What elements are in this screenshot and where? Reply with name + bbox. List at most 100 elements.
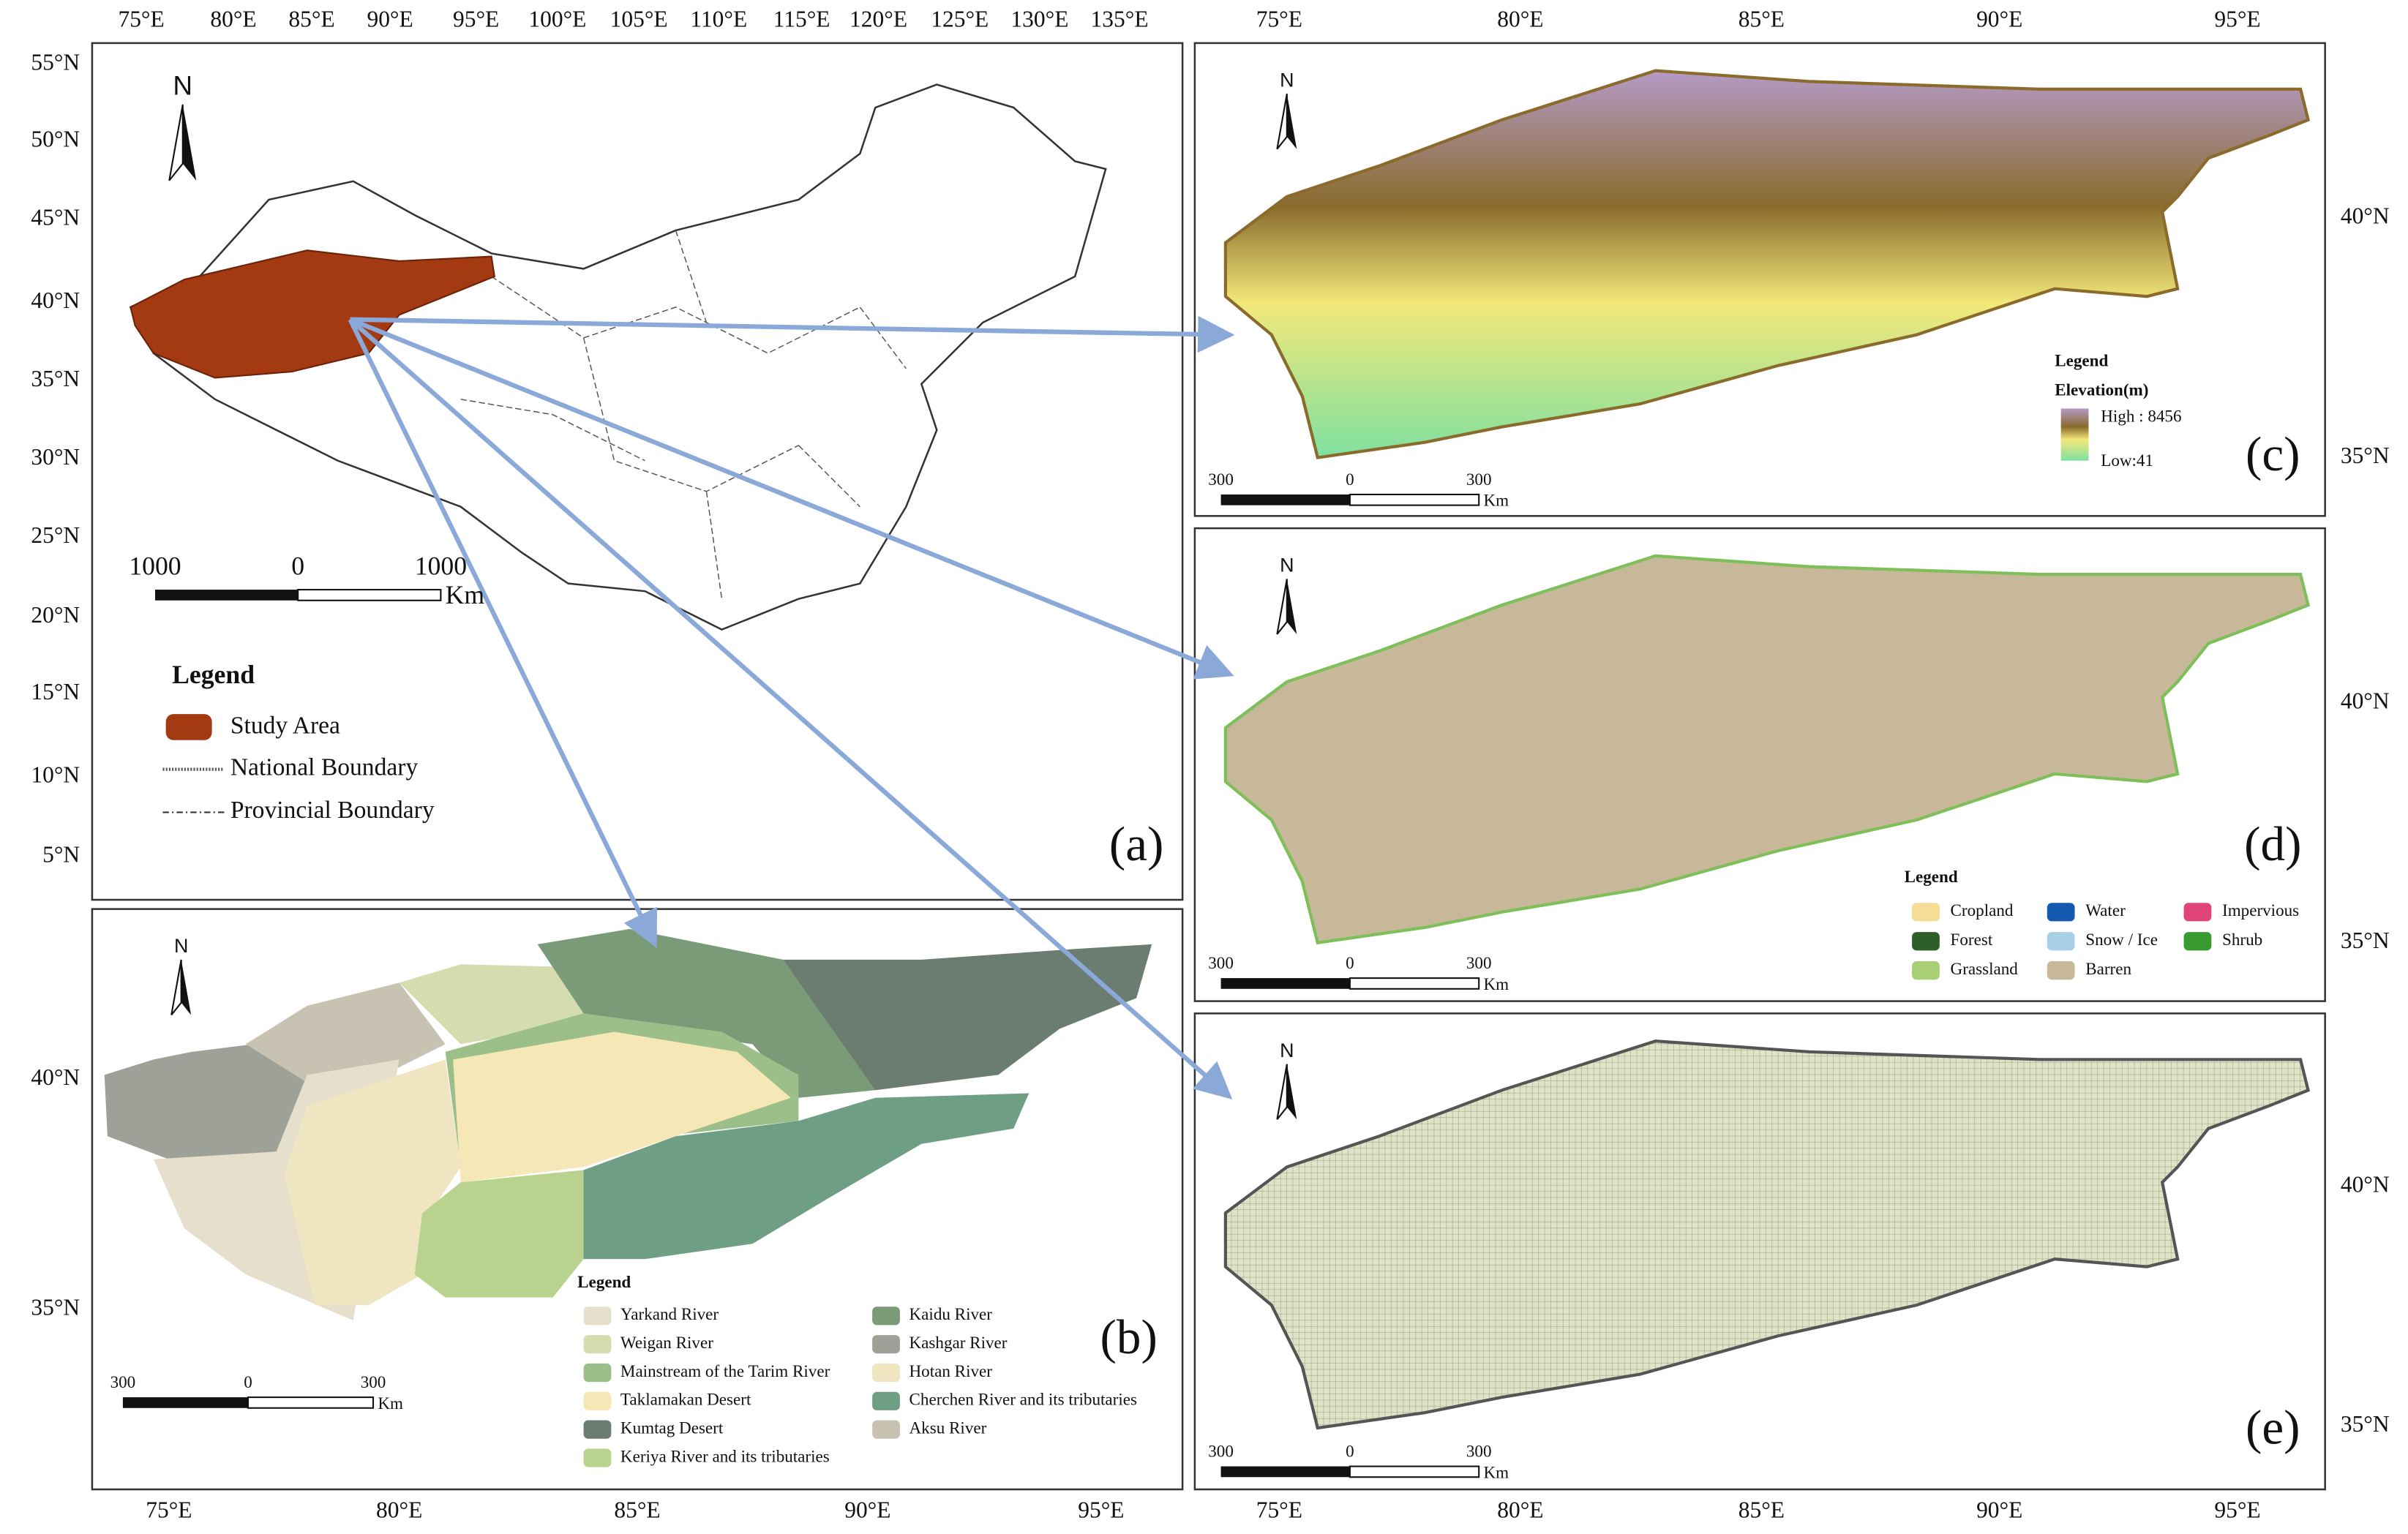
label: Cherchen River and its tributaries	[909, 1390, 1137, 1409]
north-arrow	[1276, 93, 1288, 150]
weigan-region	[399, 964, 592, 1045]
arrow	[348, 318, 658, 948]
north-arrow	[170, 959, 182, 1016]
north-arrow	[1286, 1064, 1297, 1120]
label: Yarkand River	[620, 1304, 719, 1323]
label: 20°N	[31, 602, 80, 628]
swatch	[872, 1420, 900, 1439]
label: Hotan River	[909, 1361, 993, 1380]
label: 35°N	[2341, 1411, 2390, 1437]
swatch	[583, 1306, 612, 1326]
panel-a-frame	[91, 42, 1184, 901]
label: 80°E	[376, 1497, 422, 1523]
label: Legend	[1905, 867, 1958, 886]
label: 100°E	[528, 7, 586, 32]
label: Taklamakan Desert	[620, 1390, 751, 1409]
label: 45°N	[31, 204, 80, 230]
swatch	[583, 1391, 612, 1410]
scale-bar	[154, 590, 299, 601]
label: N	[1280, 554, 1294, 576]
label: 110°E	[690, 7, 747, 32]
label: Weigan River	[620, 1333, 713, 1352]
swatch	[583, 1363, 612, 1383]
label: Km	[446, 580, 485, 609]
label: 0	[244, 1372, 252, 1391]
swatch	[872, 1335, 900, 1354]
color-ramp	[2060, 408, 2089, 461]
label: Elevation(m)	[2055, 380, 2148, 399]
scale-bar	[1349, 1465, 1480, 1478]
label: 130°E	[1010, 7, 1068, 32]
label: 75°E	[118, 7, 164, 32]
basin	[1223, 69, 2311, 459]
swatch	[583, 1448, 612, 1467]
label: 75°E	[146, 1497, 192, 1523]
label: Grassland	[1951, 959, 2019, 978]
label: 40°N	[2341, 1172, 2390, 1198]
label: Water	[2085, 901, 2126, 920]
scale-bar	[1220, 494, 1350, 505]
provincial-boundaries	[460, 230, 907, 599]
label: 35°N	[2341, 928, 2390, 953]
label: 40°N	[2341, 203, 2390, 228]
swatch	[2047, 961, 2075, 980]
label: 5°N	[42, 842, 80, 868]
label: Km	[1483, 491, 1509, 510]
north-arrow	[1286, 579, 1297, 634]
label: 300	[110, 1372, 136, 1391]
scale-bar	[297, 589, 442, 601]
label: 125°E	[931, 7, 989, 32]
panel-d-frame	[1193, 527, 2326, 1002]
label: Snow / Ice	[2085, 930, 2158, 949]
label: High : 8456	[2101, 406, 2181, 425]
label: 95°E	[2214, 1497, 2260, 1523]
label: 80°E	[1497, 7, 1543, 32]
label: 300	[1208, 953, 1234, 972]
label: 85°E	[614, 1497, 660, 1523]
scale-bar	[1220, 1466, 1350, 1478]
label: 0	[1346, 470, 1354, 489]
swatch	[165, 714, 212, 740]
label: 95°E	[453, 7, 499, 32]
label: Study Area	[230, 713, 340, 740]
label: 120°E	[849, 7, 907, 32]
label: 105°E	[610, 7, 668, 32]
swatch	[2183, 932, 2212, 951]
north-arrow	[181, 959, 192, 1015]
label: Kaidu River	[909, 1304, 993, 1323]
label: 300	[1466, 470, 1492, 489]
scale-bar	[1349, 493, 1480, 506]
swatch	[872, 1306, 900, 1326]
label: 0	[1346, 1441, 1354, 1460]
swatch	[583, 1335, 612, 1354]
kumtag-region	[783, 944, 1152, 1091]
label: 1000	[129, 552, 181, 581]
label: Barren	[2085, 959, 2131, 978]
label: (a)	[1109, 816, 1164, 871]
label: Legend	[577, 1272, 631, 1291]
label: (d)	[2244, 816, 2301, 871]
swatch	[872, 1391, 900, 1410]
label: Legend	[172, 660, 255, 689]
label: Kashgar River	[909, 1333, 1008, 1352]
label: Provincial Boundary	[230, 797, 435, 824]
label: N	[1280, 1039, 1294, 1061]
label: N	[174, 935, 188, 957]
swatch	[1912, 961, 1940, 980]
swatch	[2183, 903, 2212, 922]
label: 300	[1466, 1441, 1492, 1460]
label: 80°E	[1497, 1497, 1543, 1523]
aksu-region	[245, 982, 446, 1083]
label: 35°N	[31, 366, 80, 391]
swatch	[2047, 903, 2075, 922]
label: 35°N	[31, 1295, 80, 1320]
label: 90°E	[1976, 7, 2022, 32]
kashgar-region	[104, 1044, 307, 1159]
label: 40°N	[31, 287, 80, 313]
north-arrow	[168, 104, 184, 181]
label: 55°N	[31, 49, 80, 75]
label: Keriya River and its tributaries	[620, 1446, 830, 1465]
label: 50°N	[31, 126, 80, 151]
